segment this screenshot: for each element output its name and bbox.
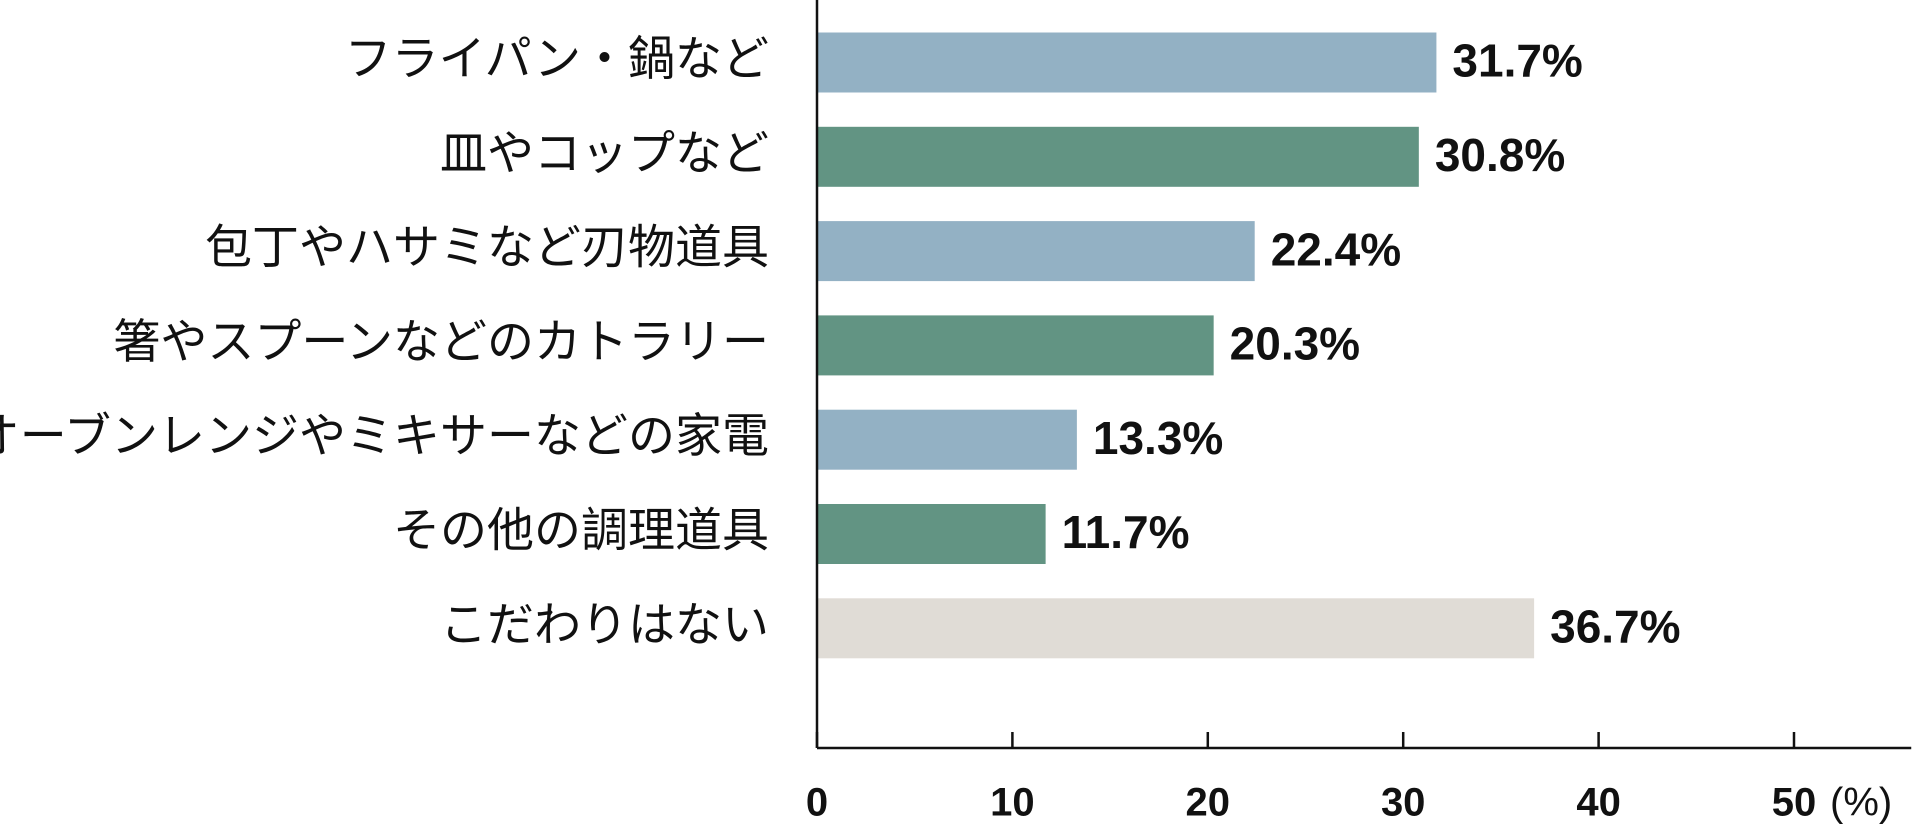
category-label: 皿やコップなど bbox=[440, 126, 769, 181]
category-label: 包丁やハサミなど刃物道具 bbox=[205, 221, 769, 276]
x-tick-label: 0 bbox=[806, 781, 828, 824]
x-tick-label: 50 bbox=[1772, 781, 1817, 824]
value-label: 11.7% bbox=[1062, 506, 1190, 558]
value-label: 30.8% bbox=[1435, 129, 1565, 181]
bar bbox=[817, 315, 1214, 376]
bar bbox=[817, 221, 1255, 282]
value-label: 13.3% bbox=[1093, 412, 1223, 464]
bar bbox=[817, 32, 1437, 93]
bar bbox=[817, 504, 1046, 564]
category-label: フライパン・鍋など bbox=[345, 32, 769, 87]
x-tick-label: 40 bbox=[1576, 781, 1621, 824]
bar bbox=[817, 598, 1535, 659]
value-label: 36.7% bbox=[1550, 600, 1680, 652]
x-tick-label: 20 bbox=[1186, 781, 1231, 824]
x-tick-label: 30 bbox=[1381, 781, 1426, 824]
category-label: こだわりはない bbox=[440, 598, 769, 653]
value-label: 20.3% bbox=[1230, 318, 1360, 370]
bar bbox=[817, 126, 1419, 187]
value-label: 22.4% bbox=[1271, 223, 1401, 275]
category-label: その他の調理道具 bbox=[393, 504, 769, 559]
x-axis-label: (%) bbox=[1830, 781, 1892, 824]
value-label: 31.7% bbox=[1452, 35, 1582, 87]
bar bbox=[817, 409, 1077, 470]
x-tick-label: 10 bbox=[990, 781, 1035, 824]
category-label: 箸やスプーンなどのカトラリー bbox=[113, 315, 769, 370]
category-label: オーブンレンジやミキサーなどの家電 bbox=[0, 409, 769, 464]
